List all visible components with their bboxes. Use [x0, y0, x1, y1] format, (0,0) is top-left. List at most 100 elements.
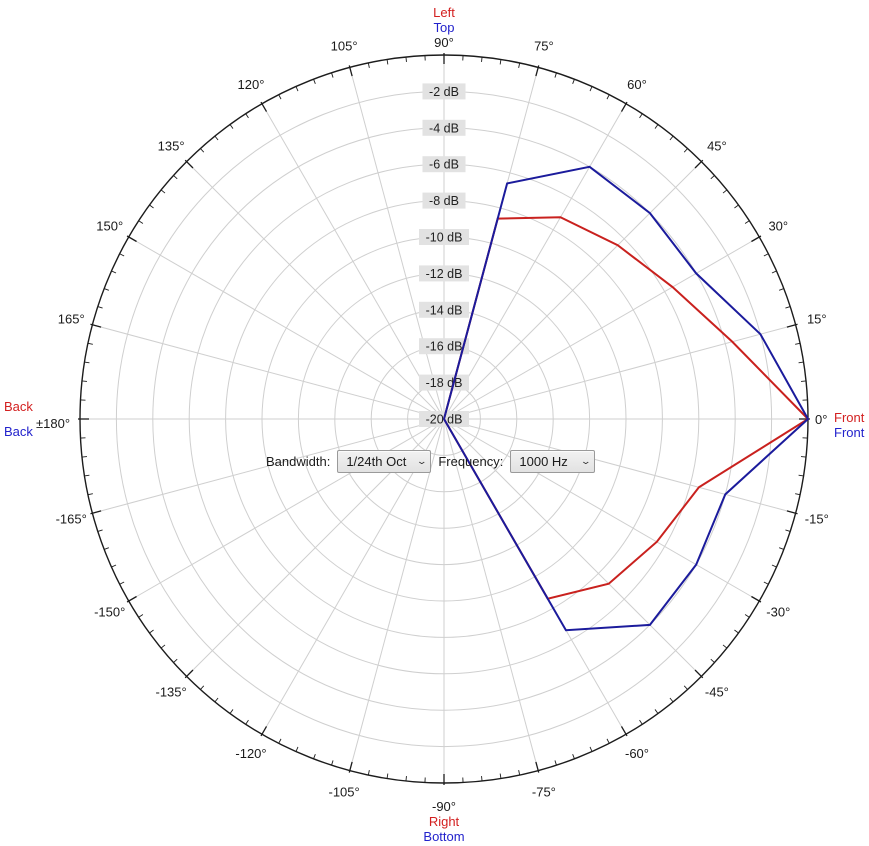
radial-label-bg — [422, 119, 466, 136]
angle-tick-minor — [785, 529, 791, 532]
angle-tick-label: -150° — [94, 605, 125, 620]
angle-tick-minor — [778, 547, 784, 550]
angle-tick-minor — [572, 79, 575, 85]
angle-tick-minor — [798, 474, 804, 477]
angle-tick-minor — [710, 175, 715, 180]
grid-spoke — [349, 418, 445, 771]
angle-tick-minor — [119, 581, 125, 585]
cardinal-text: Right — [429, 814, 460, 829]
angle-tick-minor — [763, 581, 769, 585]
angle-tick-minor — [669, 135, 674, 141]
angle-tick-label: -45° — [705, 684, 729, 699]
grid-spoke — [443, 103, 627, 420]
angle-tick-minor — [734, 204, 739, 209]
angle-tick-minor — [481, 775, 483, 782]
angle-tick-minor — [160, 189, 166, 194]
angle-tick-minor — [295, 746, 299, 752]
angle-tick-label: 120° — [238, 77, 265, 92]
cardinal-text: Back — [4, 399, 33, 414]
angle-tick-minor — [722, 644, 728, 649]
cardinal-text: Back — [4, 424, 33, 439]
cardinal-text: -90° — [432, 799, 456, 814]
angle-tick-minor — [160, 644, 166, 649]
frequency-label: Frequency: — [438, 453, 504, 469]
radial-tick-label: -14 dB — [426, 303, 463, 317]
angle-tick-minor — [499, 773, 502, 779]
radial-tick-label: -16 dB — [426, 340, 463, 354]
angle-tick-minor — [295, 86, 299, 92]
grid-spoke — [443, 418, 539, 771]
angle-tick-minor — [554, 72, 557, 78]
grid-spoke — [443, 324, 796, 420]
grid-spoke — [443, 161, 702, 420]
angle-tick-major — [126, 235, 137, 243]
angle-tick-minor — [518, 62, 521, 68]
angle-tick-minor — [572, 753, 575, 759]
grid-spoke — [443, 418, 702, 677]
angle-tick-minor — [683, 148, 688, 153]
radial-label-bg — [422, 156, 466, 173]
angle-tick-label: 60° — [627, 77, 647, 92]
angle-tick-minor — [669, 697, 674, 703]
grid-spoke — [349, 67, 445, 420]
cardinal-text: Left — [433, 5, 455, 20]
grid-spoke — [443, 236, 760, 420]
angle-tick-minor — [278, 738, 282, 744]
angle-tick-major — [90, 323, 102, 328]
angle-tick-major — [786, 510, 798, 515]
frequency-value: 1000 Hz — [519, 453, 568, 469]
radial-tick-label: -8 dB — [429, 194, 459, 208]
angle-tick-minor — [138, 220, 144, 224]
angle-tick-minor — [81, 380, 88, 382]
angle-tick-minor — [710, 658, 715, 663]
angle-tick-minor — [278, 94, 282, 100]
angle-tick-label: -75° — [532, 784, 556, 799]
angle-tick-minor — [744, 220, 750, 224]
angle-tick-minor — [800, 380, 807, 382]
angle-tick-major — [348, 761, 353, 773]
radial-tick-label: -18 dB — [426, 376, 463, 390]
radial-label-bg — [419, 374, 469, 391]
angle-tick-label: 45° — [707, 139, 727, 154]
angle-tick-minor — [200, 148, 205, 153]
bandwidth-select[interactable]: 1/24th Oct ⌄ — [337, 449, 432, 473]
radial-label-bg — [422, 192, 466, 209]
angle-tick-major — [694, 669, 704, 679]
frequency-select[interactable]: 1000 Hz ⌄ — [510, 449, 596, 473]
angle-tick-label: 30° — [768, 219, 788, 234]
angle-tick-labels: 75° 60° 45° 30° 15° -15° -30° -45° -60° -75° -105°… — [56, 39, 829, 800]
angle-tick-minor — [149, 629, 154, 634]
angle-tick-minor — [499, 59, 502, 65]
angle-tick-minor — [87, 342, 93, 345]
angle-tick-label: -30° — [766, 605, 790, 620]
grid-spoke — [92, 324, 445, 420]
angle-tick-minor — [97, 306, 103, 309]
angle-tick-minor — [744, 614, 750, 618]
angle-tick-major — [751, 595, 762, 603]
chart-controls: Bandwidth: 1/24th Oct ⌄ Frequency: 1000 … — [266, 449, 596, 473]
angle-tick-major — [184, 669, 194, 679]
radial-tick-label: -2 dB — [429, 85, 459, 99]
angle-tick-minor — [313, 753, 316, 759]
angle-tick-minor — [331, 72, 334, 78]
angle-tick-label: 75° — [534, 39, 554, 54]
angle-ticks — [78, 53, 810, 785]
radial-tick-label: -4 dB — [429, 121, 459, 135]
angle-tick-major — [126, 595, 137, 603]
grid-spoke — [92, 418, 445, 514]
angle-tick-major — [184, 159, 194, 169]
cardinal-label-left: Back Back±180° — [4, 399, 70, 439]
angle-tick-minor — [763, 253, 769, 257]
radial-tick-label: -6 dB — [429, 158, 459, 172]
angle-tick-minor — [589, 86, 593, 92]
angle-tick-minor — [589, 746, 593, 752]
angle-tick-label: 15° — [807, 312, 827, 327]
grid-spoke — [186, 161, 445, 420]
angle-tick-minor — [639, 113, 643, 119]
angle-tick-minor — [606, 94, 610, 100]
angle-tick-label: 135° — [158, 139, 185, 154]
radial-label-bg — [419, 301, 469, 318]
